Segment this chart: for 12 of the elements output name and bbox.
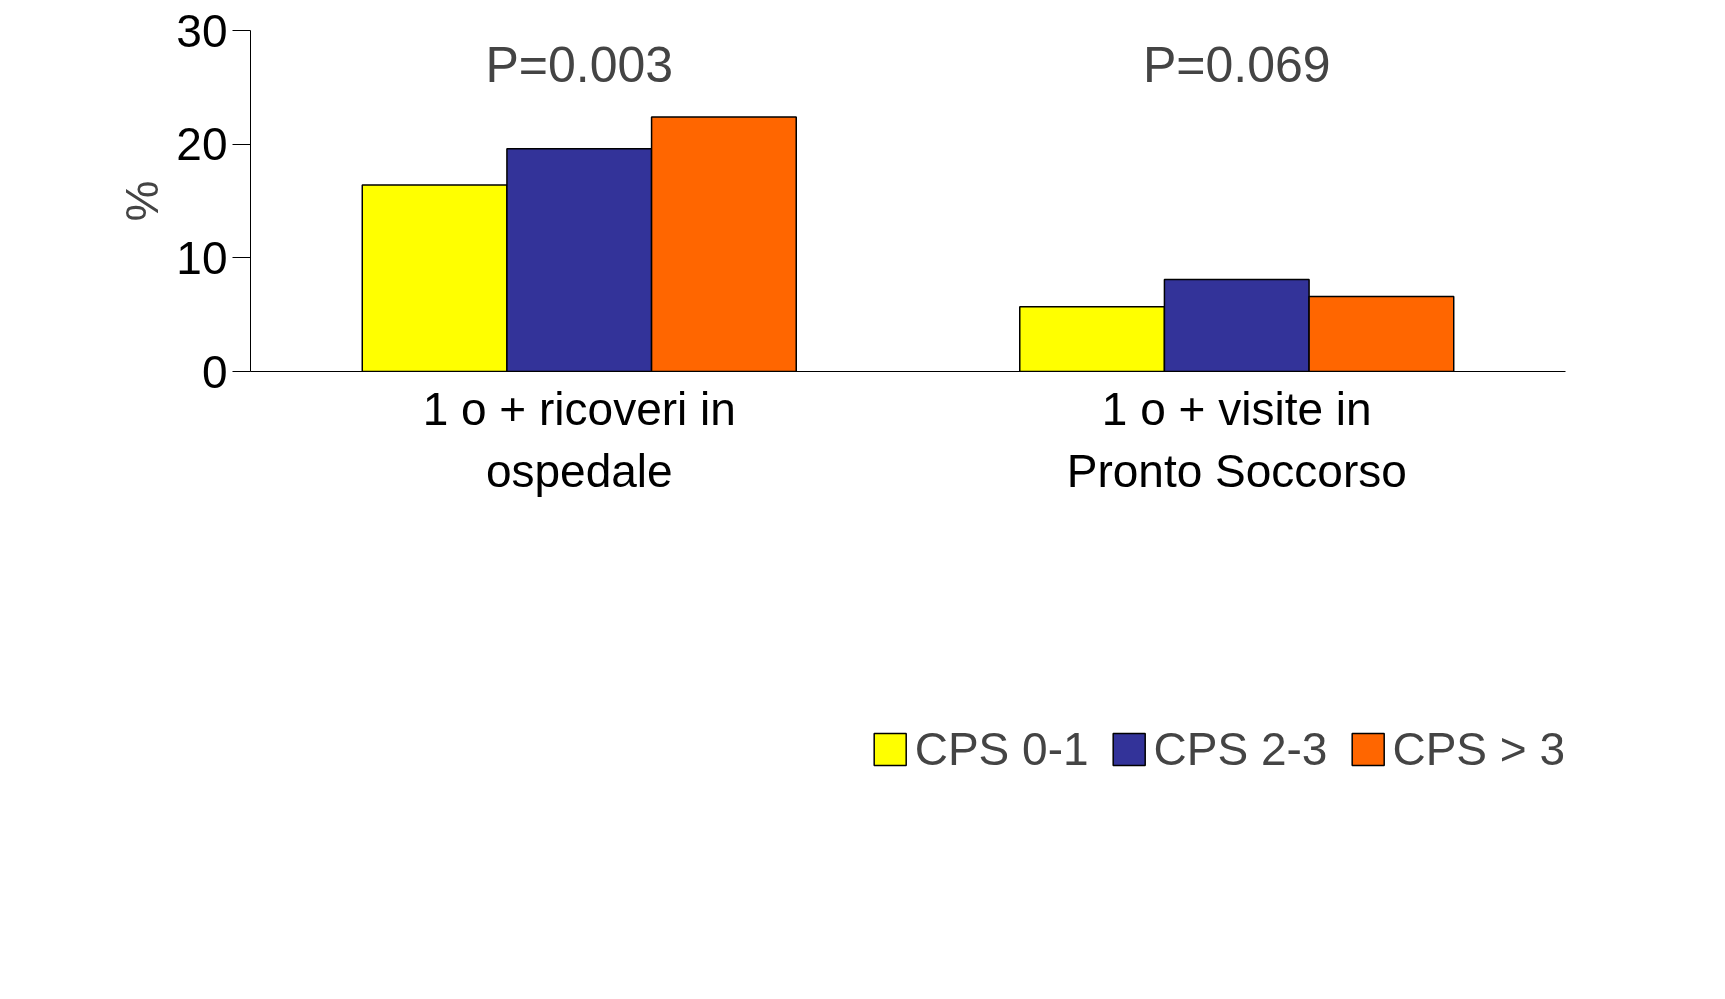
legend-label: CPS 2-3	[1153, 722, 1328, 776]
y-tick-label: 20	[176, 118, 228, 171]
legend-label: CPS 0-1	[914, 722, 1089, 776]
y-tick-label: 0	[201, 345, 228, 398]
annotation: P=0.003	[485, 36, 674, 93]
legend-label: CPS > 3	[1392, 722, 1565, 776]
y-tick-label: 30	[176, 4, 228, 57]
x-tick-label: 1 o + visite in Pronto Soccorso	[1066, 382, 1407, 497]
annotation: P=0.069	[1142, 36, 1331, 93]
x-tick-label: 1 o + ricoveri in ospedale	[422, 382, 736, 497]
y-tick-label: 10	[176, 231, 228, 284]
y-axis-title: %	[116, 180, 169, 222]
